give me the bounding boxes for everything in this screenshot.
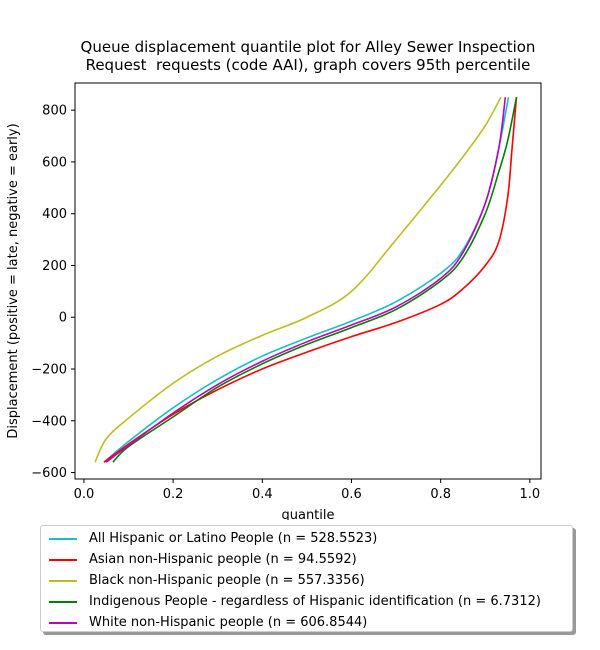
legend-label: White non-Hispanic people (n = 606.8544) (89, 615, 368, 630)
legend-item: Indigenous People - regardless of Hispan… (47, 591, 566, 612)
y-tick-label: 800 (42, 104, 67, 119)
y-axis-label: Displacement (positive = late, negative … (6, 123, 21, 438)
legend-item: Asian non-Hispanic people (n = 94.5592) (47, 549, 566, 570)
y-tick-label: 400 (42, 207, 67, 222)
series-line-4 (112, 97, 518, 463)
x-tick-label: 0.2 (163, 487, 184, 502)
plot-frame (74, 82, 542, 480)
x-axis-ticks: 0.0 0.2 0.4 0.6 0.8 1.0 (74, 479, 541, 502)
chart-title-line-2: Request requests (code AAI), graph cover… (86, 56, 531, 74)
legend-swatch (49, 558, 77, 561)
x-tick-label: 1.0 (520, 487, 541, 502)
series-line-5 (105, 97, 507, 463)
y-tick-label: 200 (42, 259, 67, 274)
x-axis-label: quantile (281, 508, 334, 520)
series-line-2 (103, 97, 518, 463)
y-axis-ticks: −600 −400 −200 0 200 400 600 800 (31, 104, 75, 481)
x-tick-label: 0.4 (252, 487, 273, 502)
y-tick-label: −600 (31, 466, 67, 481)
legend-item: All Hispanic or Latino People (n = 528.5… (47, 528, 566, 549)
chart-title-line-1: Queue displacement quantile plot for All… (81, 38, 536, 56)
y-tick-label: −400 (31, 414, 67, 429)
legend-item: White non-Hispanic people (n = 606.8544) (47, 612, 566, 633)
chart-legend: All Hispanic or Latino People (n = 528.5… (40, 525, 573, 632)
series-line-1 (103, 97, 510, 463)
legend-swatch (49, 537, 77, 540)
legend-label: Asian non-Hispanic people (n = 94.5592) (89, 552, 357, 567)
legend-label: Indigenous People - regardless of Hispan… (89, 594, 541, 609)
legend-swatch (49, 621, 77, 624)
y-tick-label: 0 (59, 311, 67, 326)
series-lines (94, 96, 518, 463)
legend-swatch (49, 579, 77, 582)
x-tick-label: 0.6 (341, 487, 362, 502)
y-tick-label: 600 (42, 155, 67, 170)
x-tick-label: 0.0 (74, 487, 95, 502)
legend-label: All Hispanic or Latino People (n = 528.5… (89, 531, 378, 546)
quantile-chart: Queue displacement quantile plot for All… (6, 38, 542, 520)
x-tick-label: 0.8 (430, 487, 451, 502)
y-tick-label: −200 (31, 363, 67, 378)
legend-label: Black non-Hispanic people (n = 557.3356) (89, 573, 365, 588)
legend-swatch (49, 600, 77, 603)
series-line-3 (94, 96, 502, 463)
legend-item: Black non-Hispanic people (n = 557.3356) (47, 570, 566, 591)
